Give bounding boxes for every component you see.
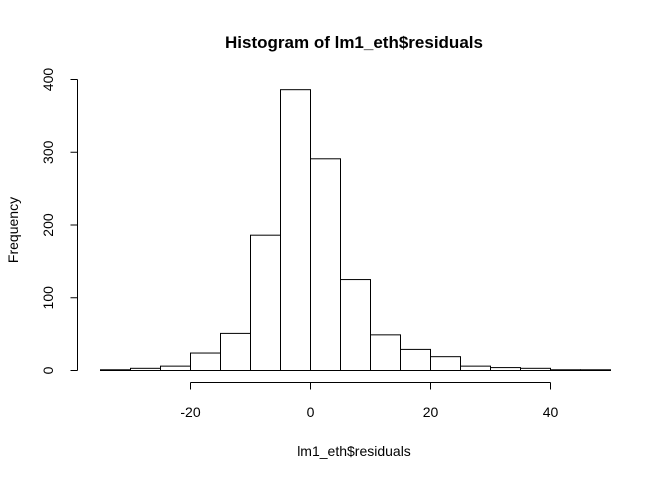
y-axis: 0 100 200 300 400 <box>40 68 78 374</box>
histogram-bar-1 <box>130 367 161 372</box>
x-tick-label: -20 <box>180 404 200 420</box>
histogram-bar-10 <box>400 348 431 371</box>
histogram-bar-8 <box>340 279 371 371</box>
histogram-bar-11 <box>430 356 461 371</box>
chart-title: Histogram of lm1_eth$residuals <box>225 33 483 52</box>
x-tick-label: 0 <box>307 404 315 420</box>
histogram-bar-16 <box>580 369 611 371</box>
x-axis-title: lm1_eth$residuals <box>297 443 411 459</box>
histogram-bar-5 <box>250 234 281 371</box>
histogram-bar-3 <box>190 352 221 372</box>
x-tick-label: 20 <box>423 404 439 420</box>
bars-layer <box>100 89 611 372</box>
y-tick-label: 200 <box>40 213 56 237</box>
y-tick-label: 300 <box>40 140 56 164</box>
histogram-bar-15 <box>550 369 581 371</box>
histogram-bar-13 <box>490 367 521 371</box>
histogram-bar-12 <box>460 365 491 372</box>
y-axis-title: Frequency <box>5 197 21 263</box>
histogram-bar-9 <box>370 334 401 372</box>
histogram-bar-0 <box>100 369 131 371</box>
histogram-bar-2 <box>160 365 191 372</box>
histogram-bar-7 <box>310 158 341 371</box>
y-tick-label: 0 <box>40 366 56 374</box>
y-tick-label: 100 <box>40 286 56 310</box>
x-tick-label: 40 <box>543 404 559 420</box>
x-axis: -20 0 20 40 <box>180 382 559 420</box>
y-tick-label: 400 <box>40 68 56 92</box>
histogram-bar-4 <box>220 332 251 371</box>
histogram-bar-6 <box>280 89 311 371</box>
histogram-bar-14 <box>520 367 551 372</box>
